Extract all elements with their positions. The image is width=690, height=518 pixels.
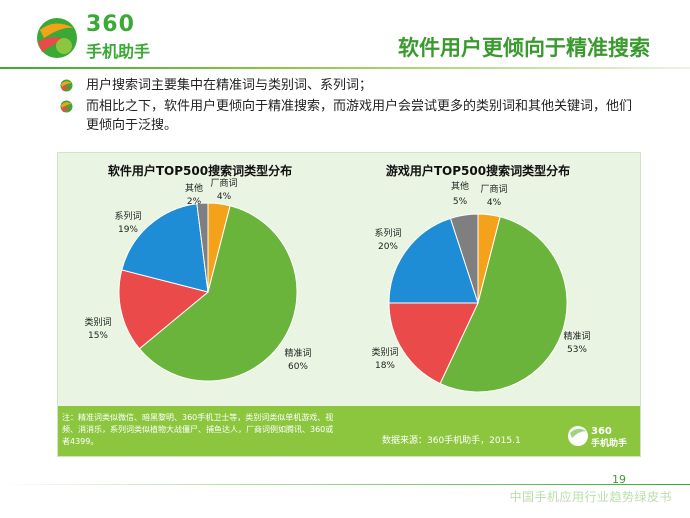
slice-label: 其他 bbox=[185, 182, 203, 194]
mini-logo-icon: 360 手机助手 bbox=[568, 426, 627, 449]
slice-label: 系列词 bbox=[114, 210, 141, 222]
pie-slice bbox=[121, 203, 209, 293]
bullet-text: 用户搜索词主要集中在精准词与类别词、系列词； bbox=[86, 78, 373, 93]
slice-value-label: 18% bbox=[375, 361, 395, 371]
slice-label: 其他 bbox=[451, 180, 469, 192]
slice-label: 厂商词 bbox=[210, 177, 237, 189]
chart-panel: 软件用户TOP500搜索词类型分布 厂商词 4% 精准词 60% 类别词 15% 系列词 19%… bbox=[57, 152, 641, 457]
bullet-ball-icon bbox=[60, 100, 73, 113]
slice-label: 精准词 bbox=[563, 330, 590, 342]
mini-logo-text: 手机助手 bbox=[591, 437, 627, 449]
pie-slice bbox=[388, 302, 479, 385]
slice-value-label: 20% bbox=[378, 242, 398, 252]
svg-text:360: 360 bbox=[591, 426, 612, 437]
slice-label: 类别词 bbox=[84, 316, 111, 328]
logo-mark-icon bbox=[37, 18, 77, 58]
slice-value-label: 60% bbox=[288, 362, 308, 372]
logo-name: 手机助手 bbox=[86, 42, 151, 61]
slice-label: 厂商词 bbox=[480, 183, 507, 195]
chart-title: 软件用户TOP500搜索词类型分布 bbox=[108, 163, 292, 178]
bullet-ball-icon bbox=[60, 79, 73, 92]
footnote: 注：精准词类似微信、暗黑黎明、360手机卫士等，类别词类似单机游戏、视频、消消乐… bbox=[62, 413, 334, 446]
logo-number: 360 bbox=[86, 12, 135, 37]
pie-slice bbox=[138, 205, 298, 382]
chart-title: 游戏用户TOP500搜索词类型分布 bbox=[386, 163, 570, 178]
slice-label: 类别词 bbox=[371, 346, 398, 358]
data-source: 数据来源：360手机助手，2015.1 bbox=[382, 436, 521, 446]
slice-value-label: 4% bbox=[487, 198, 502, 208]
pie-slice bbox=[439, 216, 568, 393]
slice-value-label: 53% bbox=[567, 345, 587, 355]
slide-title: 软件用户更倾向于精准搜索 bbox=[398, 36, 650, 60]
slice-label: 系列词 bbox=[374, 227, 401, 239]
bullet-item: 用户搜索词主要集中在精准词与类别词、系列词； bbox=[60, 76, 640, 95]
slice-label: 精准词 bbox=[284, 347, 311, 359]
bullet-item: 而相比之下，软件用户更倾向于精准搜索，而游戏用户会尝试更多的类别词和其他关键词，… bbox=[60, 97, 640, 135]
pie-slice bbox=[196, 202, 209, 293]
footer-rule bbox=[0, 484, 690, 485]
pie-slice bbox=[388, 217, 479, 304]
title-rule bbox=[0, 67, 690, 69]
pie-slice bbox=[118, 269, 210, 350]
page-number: 19 bbox=[612, 473, 626, 486]
pie-charts: 软件用户TOP500搜索词类型分布厂商词4%精准词60%类别词15%系列词19%… bbox=[84, 163, 591, 393]
logo: 360 手机助手 bbox=[34, 12, 184, 61]
footer-text: 中国手机应用行业趋势绿皮书 bbox=[509, 490, 672, 504]
slice-value-label: 15% bbox=[88, 331, 108, 341]
slice-value-label: 19% bbox=[118, 225, 138, 235]
mini-logo: 360 手机助手 bbox=[566, 423, 636, 449]
slice-value-label: 4% bbox=[217, 192, 232, 202]
slice-value-label: 2% bbox=[187, 197, 202, 207]
bullet-list: 用户搜索词主要集中在精准词与类别词、系列词； 而相比之下，软件用户更倾向于精准搜… bbox=[60, 76, 640, 137]
slice-value-label: 5% bbox=[453, 197, 468, 207]
bullet-text: 而相比之下，软件用户更倾向于精准搜索，而游戏用户会尝试更多的类别词和其他关键词，… bbox=[86, 99, 633, 133]
pie-slice bbox=[449, 213, 479, 304]
